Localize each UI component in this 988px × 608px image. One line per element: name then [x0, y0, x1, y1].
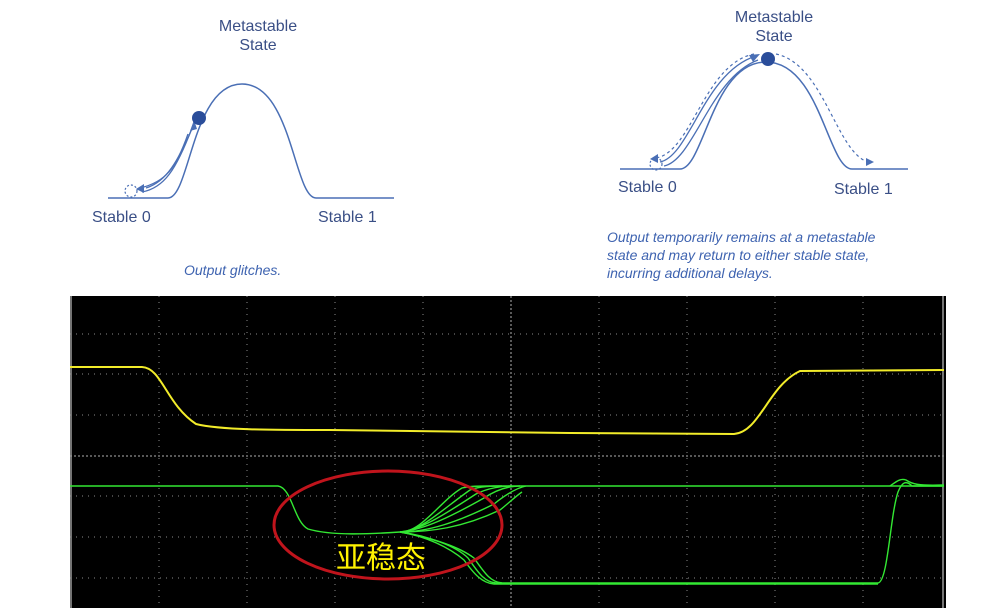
data-trace	[70, 478, 945, 585]
delay-diagram: Metastable State Stable 0 Stable 1 Outpu…	[600, 2, 988, 292]
fall-arrow	[139, 133, 189, 189]
stable1-label: Stable 1	[834, 181, 893, 198]
metastability-annotation: 亚稳态	[336, 541, 426, 576]
delay-caption-line3: incurring additional delays.	[607, 265, 773, 281]
rise-solid-arrow-1	[659, 55, 757, 163]
arrowhead-right	[866, 158, 874, 166]
metastable-title-line2: State	[755, 28, 793, 45]
ghost-ball-start	[649, 157, 663, 171]
delay-curve-graphic	[620, 52, 908, 171]
clock-trace	[70, 366, 945, 436]
oscilloscope-graphic	[70, 296, 946, 608]
stable0-label: Stable 0	[92, 209, 151, 226]
ball-glitch	[192, 111, 206, 125]
arrowhead-top	[749, 54, 760, 62]
delay-caption: Output temporarily remains at a metastab…	[607, 228, 875, 282]
return-left-dotted	[655, 53, 755, 159]
glitch-caption: Output glitches.	[184, 262, 282, 278]
metastable-title-line1: Metastable	[734, 9, 814, 26]
scope-grid	[70, 296, 946, 608]
arrowhead-up	[190, 120, 197, 131]
energy-hill-curve	[108, 83, 394, 199]
metastable-title-line1: Metastable	[218, 18, 298, 35]
rise-arrow-2	[145, 123, 195, 189]
energy-hill-curve	[620, 61, 908, 170]
glitch-diagram: Metastable State Stable 0 Stable 1 Outpu…	[80, 10, 420, 290]
scope-center-axes	[70, 296, 946, 608]
scope-border	[70, 296, 944, 608]
return-right-dotted	[775, 53, 869, 163]
metastable-title-line2: State	[239, 37, 277, 54]
metastable-title: Metastable State	[714, 8, 834, 46]
oscilloscope-screen	[70, 296, 946, 608]
rise-arrow-1	[141, 127, 193, 193]
ghost-ball-start	[124, 184, 138, 198]
ball-metastable	[761, 52, 775, 66]
glitch-curve-graphic	[108, 83, 394, 199]
stable0-label: Stable 0	[618, 179, 677, 196]
delay-caption-line1: Output temporarily remains at a metastab…	[607, 229, 876, 245]
metastability-highlight-ellipse	[272, 469, 504, 581]
delay-caption-line2: state and may return to either stable st…	[607, 247, 870, 263]
stable1-label: Stable 1	[318, 209, 377, 226]
arrowhead-left	[136, 184, 144, 193]
metastable-title: Metastable State	[198, 17, 318, 55]
rise-solid-arrow-2	[663, 59, 759, 167]
